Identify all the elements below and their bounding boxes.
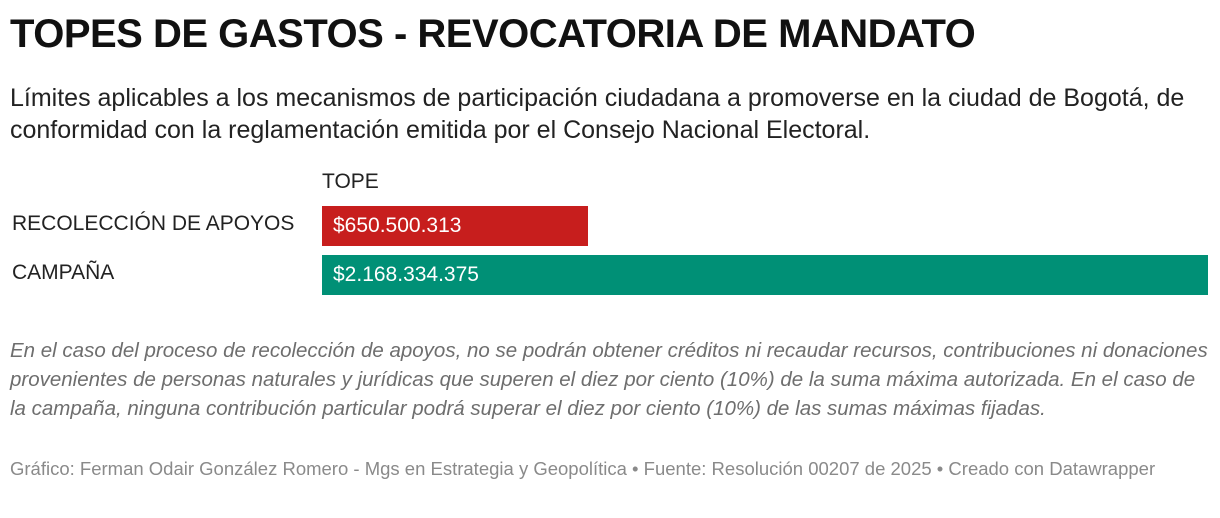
chart-footer: Gráfico: Ferman Odair González Romero - … xyxy=(10,458,1156,479)
bar-campana: $2.168.334.375 xyxy=(322,255,1208,295)
bar-value-recoleccion: $650.500.313 xyxy=(333,214,462,237)
bar-track-campana: $2.168.334.375 xyxy=(322,255,1208,295)
bar-track-recoleccion: $650.500.313 xyxy=(322,206,1208,246)
bar-value-campana: $2.168.334.375 xyxy=(333,263,479,286)
chart-notes: En el caso del proceso de recolección de… xyxy=(10,339,1208,420)
bar-recoleccion: $650.500.313 xyxy=(322,206,588,246)
chart-title: TOPES DE GASTOS - REVOCATORIA DE MANDATO xyxy=(10,12,976,56)
chart-subtitle: Límites aplicables a los mecanismos de p… xyxy=(10,84,1185,144)
row-label-recoleccion: RECOLECCIÓN DE APOYOS xyxy=(12,212,295,235)
column-header: TOPE xyxy=(322,170,379,193)
row-label-campana: CAMPAÑA xyxy=(12,261,115,284)
